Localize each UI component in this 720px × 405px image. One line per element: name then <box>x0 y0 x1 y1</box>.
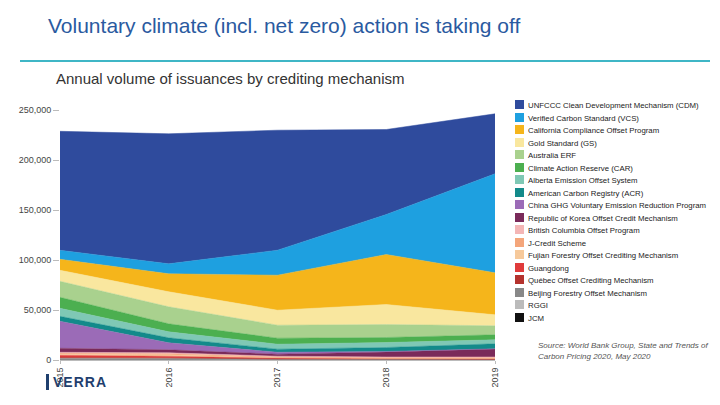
html-text:Source: World Bank Group, Stat: Source: World Bank Group, State and Tren… <box>538 341 708 361</box>
html-text:J-Credit Scheme: J-Credit Scheme <box>528 238 587 248</box>
html-text:American Carbon Registry (ACR): American Carbon Registry (ACR) <box>528 188 644 198</box>
html-text:RGGI: RGGI <box>528 301 548 310</box>
html-text:Verified Carbon Standard (VCS): Verified Carbon Standard (VCS) <box>528 113 639 123</box>
html-text:UNFCCC Clean Development Mecha: UNFCCC Clean Development Mechanism (CDM) <box>528 101 699 110</box>
svg-text:2018: 2018 <box>381 368 391 388</box>
svg-text:100,000: 100,000 <box>19 255 52 265</box>
html-text:JCM: JCM <box>528 313 544 323</box>
html-text:Annual volume of issuances by: Annual volume of issuances by crediting … <box>56 70 405 87</box>
svg-text:150,000: 150,000 <box>19 205 52 215</box>
html-text:VERRA: VERRA <box>53 374 107 390</box>
html-text:Republic of Korea Offset Credi: Republic of Korea Offset Credit Mechanis… <box>528 213 678 223</box>
html-text:California Compliance Offset P: California Compliance Offset Program <box>528 126 660 135</box>
svg-text:250,000: 250,000 <box>19 105 52 115</box>
svg-text:0: 0 <box>46 355 51 365</box>
html-text:Beijing Forestry Offset Mechan: Beijing Forestry Offset Mechanism <box>528 288 647 298</box>
html-text:China GHG Voluntary Emission R: China GHG Voluntary Emission Reduction P… <box>528 201 707 210</box>
html-text:Climate Action Reserve (CAR): Climate Action Reserve (CAR) <box>528 163 633 173</box>
html-text:Gold Standard (GS): Gold Standard (GS) <box>528 138 597 148</box>
svg-text:50,000: 50,000 <box>24 305 52 315</box>
html-text:Guangdong: Guangdong <box>528 263 569 273</box>
html-text:Alberta Emission Offset System: Alberta Emission Offset System <box>528 176 638 185</box>
svg-text:2019: 2019 <box>490 368 500 388</box>
html-text:Québec Offset Crediting Mechan: Québec Offset Crediting Mechanism <box>528 276 654 285</box>
svg-text:200,000: 200,000 <box>19 155 52 165</box>
html-text:British Columbia Offset Progra: British Columbia Offset Program <box>528 226 640 235</box>
html-text:Fujian Forestry Offset Crediti: Fujian Forestry Offset Crediting Mechani… <box>528 251 679 260</box>
html-text:Voluntary climate (incl. net z: Voluntary climate (incl. net zero) actio… <box>48 14 521 37</box>
svg-text:2017: 2017 <box>272 368 282 388</box>
svg-text:2016: 2016 <box>164 368 174 388</box>
html-text:Australia ERF: Australia ERF <box>528 151 577 160</box>
